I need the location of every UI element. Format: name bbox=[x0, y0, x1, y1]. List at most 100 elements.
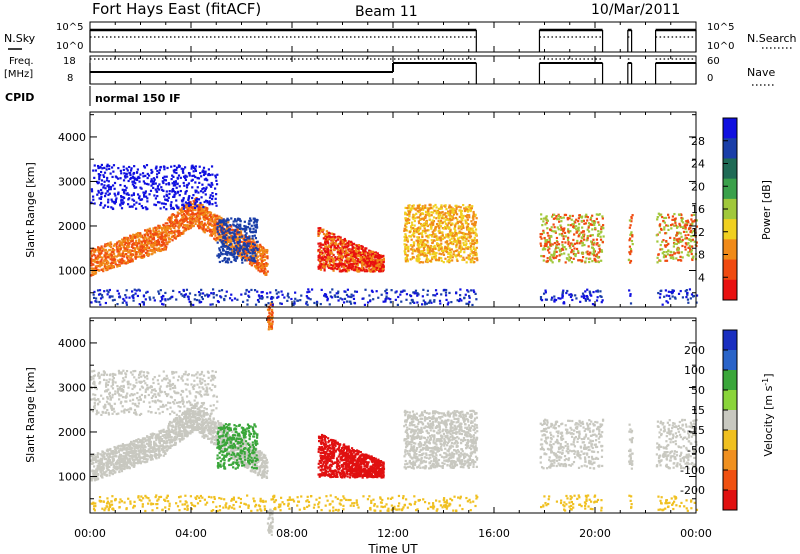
power-cell bbox=[104, 243, 107, 246]
power-cell bbox=[438, 236, 441, 239]
power-cell bbox=[166, 222, 169, 225]
power-cell bbox=[93, 202, 96, 205]
power-cell bbox=[94, 272, 97, 275]
power-cell bbox=[540, 213, 543, 216]
power-cell bbox=[670, 227, 673, 230]
power-cell bbox=[110, 254, 114, 257]
power-cell bbox=[419, 232, 422, 235]
power-cell bbox=[169, 237, 172, 241]
power-cell bbox=[325, 233, 328, 237]
power-cell bbox=[456, 259, 459, 263]
power-cell bbox=[191, 186, 194, 189]
power-cell bbox=[226, 245, 230, 249]
power-cell bbox=[164, 202, 167, 206]
power-cell bbox=[586, 234, 589, 238]
power-cell bbox=[558, 220, 561, 223]
power-cell bbox=[165, 242, 168, 245]
power-cell bbox=[186, 204, 189, 207]
power-cell bbox=[330, 257, 333, 261]
power-cell bbox=[597, 260, 601, 264]
power-cell bbox=[251, 237, 254, 240]
power-cell bbox=[270, 301, 273, 305]
power-cell bbox=[226, 260, 229, 263]
power-cell bbox=[174, 180, 177, 183]
power-cell bbox=[211, 183, 214, 186]
power-cell bbox=[663, 228, 666, 231]
power-cell bbox=[413, 207, 416, 210]
power-cell bbox=[144, 174, 147, 177]
power-cell bbox=[172, 184, 175, 187]
power-cell bbox=[455, 234, 458, 237]
power-cell bbox=[165, 198, 168, 201]
power-cell bbox=[335, 257, 338, 261]
power-cell bbox=[134, 182, 137, 185]
power-cell bbox=[158, 236, 161, 239]
power-cell bbox=[353, 268, 356, 271]
power-cell bbox=[259, 270, 262, 273]
power-cell bbox=[434, 227, 437, 230]
power-cell bbox=[380, 255, 383, 258]
power-cell bbox=[592, 248, 595, 251]
power-cell bbox=[331, 267, 334, 271]
power-scatter-data bbox=[90, 163, 699, 331]
power-cell bbox=[427, 229, 430, 232]
power-cell bbox=[352, 254, 355, 258]
power-cell bbox=[175, 216, 178, 219]
power-cell bbox=[200, 221, 203, 225]
power-cell bbox=[404, 222, 407, 225]
power-cell bbox=[628, 245, 632, 248]
power-cell bbox=[185, 175, 188, 178]
power-cell bbox=[415, 239, 418, 242]
power-cell bbox=[224, 223, 228, 226]
power-cell bbox=[691, 222, 694, 225]
power-cell bbox=[236, 244, 239, 248]
power-cell bbox=[358, 267, 361, 270]
power-cell bbox=[167, 196, 170, 199]
power-cell bbox=[160, 243, 164, 247]
power-cell bbox=[569, 224, 572, 227]
power-cell bbox=[265, 262, 268, 265]
power-cell bbox=[591, 246, 595, 249]
power-cell bbox=[130, 194, 133, 197]
power-cell bbox=[97, 255, 100, 258]
power-cell bbox=[183, 214, 186, 217]
power-cell bbox=[247, 249, 250, 252]
power-cell bbox=[403, 250, 406, 253]
power-cell bbox=[589, 218, 592, 221]
power-cell bbox=[238, 239, 241, 242]
power-cell bbox=[584, 260, 587, 263]
power-cell bbox=[170, 235, 174, 239]
power-cell bbox=[578, 242, 581, 245]
power-cell bbox=[152, 233, 155, 236]
power-cell bbox=[108, 192, 111, 195]
power-cell bbox=[232, 255, 235, 258]
power-cell bbox=[160, 231, 163, 234]
power-cell bbox=[210, 165, 214, 168]
power-cell bbox=[317, 249, 320, 252]
power-cell bbox=[101, 256, 104, 259]
power-cell bbox=[324, 265, 327, 268]
power-cell bbox=[590, 240, 593, 243]
power-cell bbox=[178, 234, 182, 237]
power-cell bbox=[216, 226, 219, 229]
power-cell bbox=[135, 207, 138, 210]
power-cell bbox=[255, 257, 258, 260]
power-cell bbox=[319, 261, 322, 264]
power-cell bbox=[152, 229, 155, 232]
power-cell bbox=[577, 220, 580, 223]
power-cell bbox=[687, 221, 690, 224]
power-cell bbox=[693, 213, 696, 216]
power-cell bbox=[544, 223, 547, 226]
power-cell bbox=[260, 268, 263, 271]
power-cell bbox=[317, 255, 320, 258]
power-cell bbox=[427, 212, 431, 215]
power-cell bbox=[250, 249, 253, 252]
power-cell bbox=[410, 238, 413, 241]
power-cell bbox=[342, 239, 345, 242]
power-cell bbox=[458, 242, 461, 245]
power-cell bbox=[249, 255, 252, 258]
power-cell bbox=[449, 223, 453, 227]
power-cell bbox=[550, 226, 553, 229]
power-cell bbox=[567, 230, 570, 233]
power-cell bbox=[466, 213, 469, 217]
